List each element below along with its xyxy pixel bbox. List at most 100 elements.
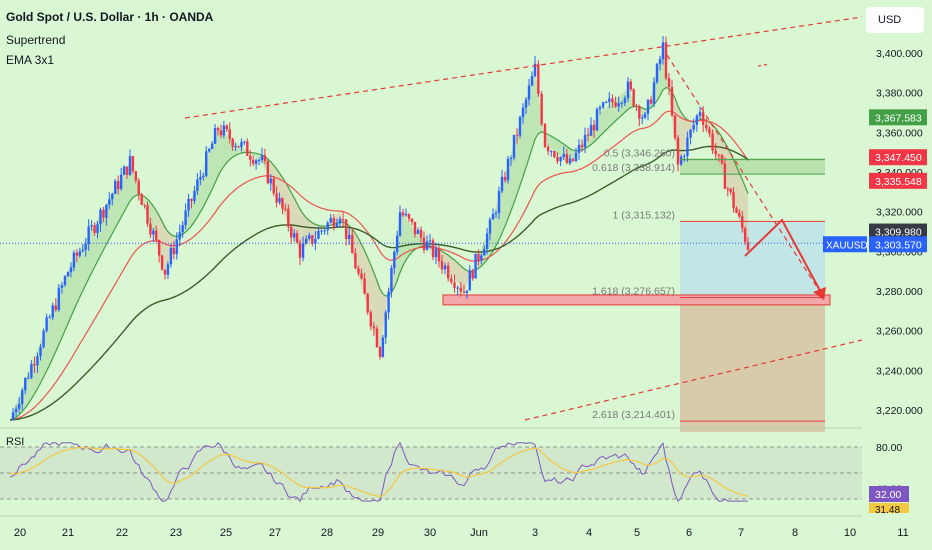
x-tick-label: 6 xyxy=(686,527,692,539)
y-tick-label: 3,400.000 xyxy=(876,48,923,60)
candle-body xyxy=(732,191,735,209)
candle-body xyxy=(667,78,671,87)
candle-body xyxy=(140,194,143,205)
candle-body xyxy=(413,221,417,235)
y-tick-label: 3,320.000 xyxy=(876,207,923,219)
supertrend-fill xyxy=(64,271,68,331)
candle-body xyxy=(323,230,326,232)
candle-body xyxy=(17,403,21,409)
y-tick-label: 3,240.000 xyxy=(876,365,923,377)
candle-body xyxy=(332,217,336,227)
candle-body xyxy=(78,251,82,256)
candle-body xyxy=(33,364,36,366)
candle-body xyxy=(360,273,363,279)
candle-body xyxy=(553,151,556,157)
risk-zone xyxy=(680,298,825,432)
candle-body xyxy=(485,233,489,249)
candle-body xyxy=(131,156,135,172)
currency-button[interactable]: USD xyxy=(866,7,924,33)
candle-body xyxy=(398,212,402,236)
candle-body xyxy=(63,276,67,285)
x-tick-label: 27 xyxy=(269,527,281,539)
candle-body xyxy=(317,230,320,239)
rsi-label[interactable]: RSI xyxy=(6,436,25,448)
x-tick-label: 3 xyxy=(532,527,538,539)
candle-body xyxy=(676,137,680,165)
supertrend-fill xyxy=(124,167,128,212)
price-tag xyxy=(869,223,927,240)
candle-body xyxy=(128,156,132,175)
fib-label: 0.5 (3,346.260) xyxy=(604,148,675,160)
candle-body xyxy=(483,248,486,256)
candle-body xyxy=(240,142,243,148)
x-tick-label: 10 xyxy=(844,527,856,539)
x-tick-label: 29 xyxy=(372,527,384,539)
rsi-value-label: 32.00 xyxy=(875,489,901,501)
candle-body xyxy=(556,156,559,162)
candle-body xyxy=(96,224,99,233)
candle-body xyxy=(395,235,399,252)
candle-body xyxy=(746,241,750,250)
candle-body xyxy=(741,216,744,229)
candle-body xyxy=(257,159,261,161)
supertrend-fill xyxy=(557,139,561,158)
candle-body xyxy=(137,180,140,195)
candle-body xyxy=(122,166,126,175)
candle-body xyxy=(249,155,252,160)
candle-body xyxy=(202,176,205,178)
supertrend-fill xyxy=(68,265,71,324)
supertrend-fill xyxy=(223,132,227,167)
supertrend-fill xyxy=(621,91,625,116)
candle-body xyxy=(705,124,708,129)
y-tick-label: 3,220.000 xyxy=(876,405,923,417)
x-tick-label: 21 xyxy=(62,527,74,539)
candle-body xyxy=(90,225,93,227)
indicator-supertrend-label[interactable]: Supertrend xyxy=(6,33,66,47)
candle-body xyxy=(102,209,105,218)
candle-body xyxy=(658,59,662,65)
candle-body xyxy=(381,337,385,357)
candle-body xyxy=(36,356,39,366)
candle-body xyxy=(537,63,540,94)
x-tick-label: 28 xyxy=(321,527,333,539)
candle-body xyxy=(149,223,152,235)
supertrend-fill xyxy=(132,171,136,198)
indicator-ema-label[interactable]: EMA 3x1 xyxy=(6,53,55,67)
candle-body xyxy=(30,364,33,378)
candle-body xyxy=(701,112,705,125)
candle-body xyxy=(698,112,702,116)
candle-body xyxy=(574,152,578,161)
candle-body xyxy=(234,146,237,148)
candle-body xyxy=(729,188,732,192)
candle-body xyxy=(378,347,382,357)
candle-body xyxy=(428,240,432,242)
y-tick-label: 3,280.000 xyxy=(876,286,923,298)
candle-body xyxy=(301,243,305,258)
supertrend-fill xyxy=(409,222,412,256)
supertrend-fill xyxy=(46,318,50,371)
candle-body xyxy=(134,171,138,181)
supertrend-fill xyxy=(218,128,221,177)
supertrend-fill xyxy=(573,150,576,161)
candle-body xyxy=(14,408,18,413)
rsi-line xyxy=(9,441,748,503)
candle-body xyxy=(225,125,228,130)
supertrend-fill xyxy=(464,268,467,291)
candle-body xyxy=(692,124,695,130)
candle-body xyxy=(708,128,711,134)
candle-body xyxy=(601,102,605,108)
candle-body xyxy=(711,133,714,151)
supertrend-fill xyxy=(511,142,514,211)
candle-body xyxy=(42,330,45,348)
candle-body xyxy=(527,85,531,100)
candle-body xyxy=(11,412,15,420)
candle-body xyxy=(738,212,741,217)
candle-body xyxy=(252,159,255,164)
candle-body xyxy=(266,160,270,184)
y-tick-label: 3,300.000 xyxy=(876,246,923,258)
supertrend-fill xyxy=(526,90,529,168)
candle-body xyxy=(344,219,348,239)
candle-body xyxy=(284,208,287,210)
